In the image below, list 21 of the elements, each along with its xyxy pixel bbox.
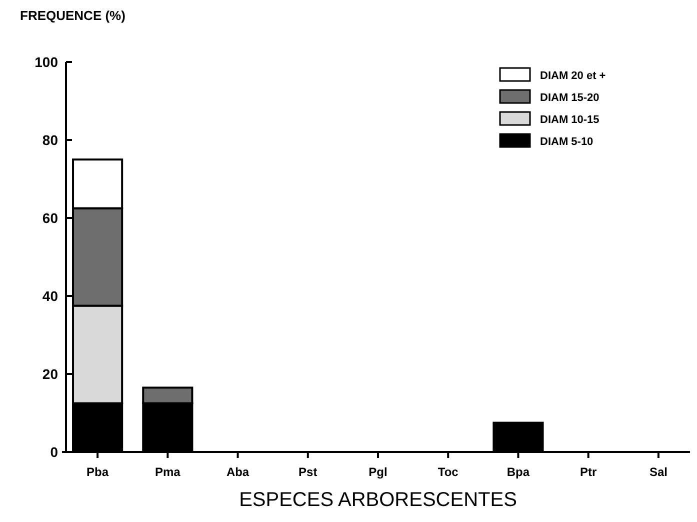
y-tick-label: 40 <box>42 288 58 304</box>
x-tick-label: Bpa <box>506 465 530 479</box>
x-tick-label: Sal <box>649 465 668 479</box>
x-axis-title: ESPECES ARBORESCENTES <box>239 489 517 511</box>
x-tick-label: Pba <box>86 465 109 479</box>
x-tick-label: Toc <box>438 465 459 479</box>
x-tick-label: Pst <box>298 465 318 479</box>
y-tick-label: 0 <box>50 444 58 460</box>
x-tick-label: Pgl <box>368 465 388 479</box>
y-tick-label: 80 <box>42 132 58 148</box>
legend-label: DIAM 5-10 <box>540 136 594 148</box>
legend-label: DIAM 15-20 <box>540 92 600 104</box>
y-tick-label: 100 <box>34 54 58 70</box>
x-tick-label: Pma <box>154 465 181 479</box>
x-tick-label: Aba <box>226 465 250 479</box>
legend-label: DIAM 20 et + <box>540 70 606 82</box>
y-tick-label: 60 <box>42 210 58 226</box>
legend-label: DIAM 10-15 <box>540 114 600 126</box>
x-tick-label: Ptr <box>580 465 597 479</box>
y-tick-label: 20 <box>42 366 58 382</box>
y-axis-title: FREQUENCE (%) <box>20 8 126 23</box>
